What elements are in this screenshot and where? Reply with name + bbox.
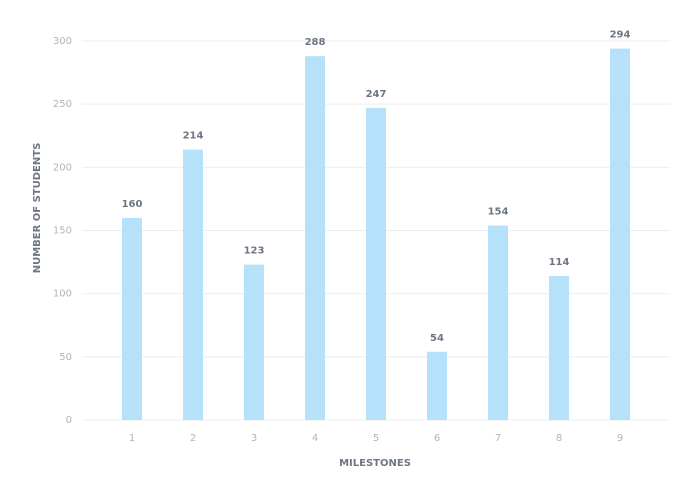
value-label: 54 xyxy=(430,333,444,344)
value-label: 160 xyxy=(122,199,143,210)
value-label: 247 xyxy=(366,89,387,100)
x-tick-label: 2 xyxy=(190,433,196,444)
y-tick-label: 150 xyxy=(53,226,72,237)
x-tick-label: 8 xyxy=(556,433,562,444)
value-label: 294 xyxy=(610,30,631,41)
x-tick-label: 1 xyxy=(129,433,135,444)
y-tick-label: 300 xyxy=(53,36,72,47)
bar xyxy=(488,225,508,420)
bar xyxy=(366,107,386,420)
x-axis-title: MILESTONES xyxy=(339,458,411,469)
value-label: 154 xyxy=(488,206,509,217)
value-label: 123 xyxy=(244,246,265,257)
bar xyxy=(427,351,447,420)
value-label: 214 xyxy=(183,131,204,142)
bar xyxy=(305,56,325,420)
y-tick-label: 50 xyxy=(59,352,72,363)
x-tick-label: 5 xyxy=(373,433,379,444)
y-tick-label: 0 xyxy=(66,415,72,426)
bar xyxy=(122,217,142,420)
bar xyxy=(610,48,630,421)
y-axis-title: NUMBER OF STUDENTS xyxy=(32,143,43,274)
x-tick-label: 4 xyxy=(312,433,318,444)
x-tick-label: 9 xyxy=(617,433,623,444)
bar xyxy=(183,149,203,420)
bar xyxy=(244,264,264,420)
y-tick-label: 100 xyxy=(53,289,72,300)
x-tick-label: 3 xyxy=(251,433,257,444)
value-label: 114 xyxy=(549,257,570,268)
y-tick-label: 250 xyxy=(53,99,72,110)
x-tick-label: 6 xyxy=(434,433,440,444)
bar xyxy=(549,275,569,420)
value-label: 288 xyxy=(305,37,326,48)
x-tick-label: 7 xyxy=(495,433,501,444)
y-tick-label: 200 xyxy=(53,162,72,173)
